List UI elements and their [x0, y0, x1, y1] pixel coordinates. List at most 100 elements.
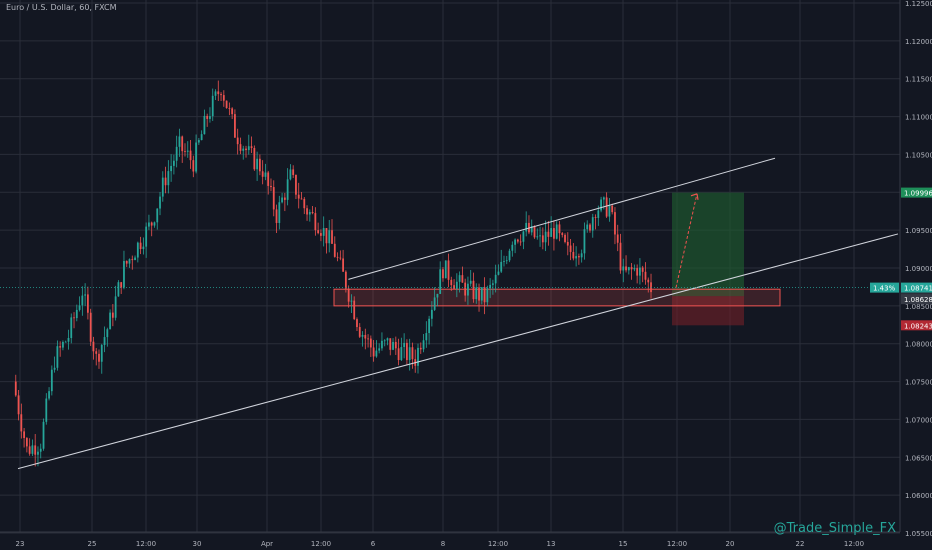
time-axis[interactable]: 23 25 12:00 30 Apr 12:00 6 8 12:00 13 15 12:00 20 22 1…: [0, 531, 900, 548]
candle-body: [439, 269, 442, 294]
percent-badge-bg: [870, 282, 899, 293]
candle-body: [372, 347, 375, 357]
candle-body: [347, 288, 350, 302]
candle-body: [14, 381, 17, 396]
candle-body: [234, 114, 236, 138]
candle-body: [286, 179, 289, 200]
candle-body: [167, 171, 170, 186]
candle-body: [544, 231, 547, 243]
y-tick-label: 1.09000: [905, 265, 932, 273]
candle-body: [486, 288, 489, 303]
candle-body: [353, 300, 356, 320]
x-tick-label: 13: [547, 540, 556, 548]
candle-body: [336, 256, 339, 258]
candle-body: [356, 319, 358, 328]
candle-body: [62, 341, 64, 348]
x-tick-label: 12:00: [844, 540, 864, 548]
candle-body: [422, 340, 425, 350]
candle-body: [200, 134, 203, 141]
candle-body: [633, 268, 636, 270]
candle-body: [419, 347, 422, 350]
candle-body: [511, 244, 514, 251]
candle-body: [256, 158, 259, 170]
candle-body: [67, 338, 70, 342]
candle-body: [297, 194, 300, 199]
candle-body: [519, 241, 522, 243]
candle-body: [447, 260, 450, 280]
candle-body: [467, 283, 469, 296]
y-tick-label: 1.08000: [905, 341, 932, 349]
x-tick-label: 15: [619, 540, 628, 548]
candle-body: [475, 287, 478, 300]
candle-body: [306, 208, 308, 215]
candle-body: [358, 327, 361, 337]
price-axis[interactable]: 1.125001.120001.115001.110001.105001.100…: [899, 0, 932, 550]
candle-body: [247, 146, 250, 151]
y-tick-label: 1.06500: [905, 454, 932, 462]
candle-body: [627, 267, 630, 271]
candle-body: [425, 333, 428, 341]
y-tick-label: 1.11000: [905, 114, 932, 122]
candle-body: [131, 259, 134, 261]
candle-body: [317, 230, 320, 234]
candle-body: [566, 241, 569, 246]
candle-body: [564, 234, 566, 242]
candle-body: [508, 250, 511, 261]
current-price-label-bg: [901, 282, 932, 293]
candle-body: [497, 271, 500, 275]
candle-body: [461, 275, 464, 283]
candle-body: [42, 421, 45, 449]
candle-body: [139, 242, 142, 250]
candle-body: [264, 172, 267, 177]
candle-body: [605, 197, 608, 217]
candle-body: [34, 445, 37, 455]
candle-body: [31, 445, 34, 454]
candle-body: [25, 437, 28, 447]
candle-body: [272, 187, 275, 210]
candle-body: [214, 91, 217, 96]
candle-body: [222, 95, 225, 101]
drawings: [0, 157, 900, 470]
candle-body: [522, 231, 525, 242]
candle-body: [211, 95, 214, 117]
candle-body: [494, 274, 497, 284]
candle-body: [175, 146, 178, 161]
candle-body: [303, 198, 306, 209]
candle-body: [397, 348, 400, 361]
y-tick-label: 1.11500: [905, 76, 932, 84]
y-tick-label: 1.12500: [905, 0, 932, 8]
candle-body: [455, 281, 458, 289]
candle-body: [39, 448, 42, 452]
candle-body: [164, 177, 167, 186]
projection-arrowhead: [690, 193, 699, 200]
candle-body: [120, 282, 123, 288]
candle-body: [270, 185, 272, 188]
candle-body: [561, 233, 564, 235]
candle-body: [220, 94, 222, 96]
target-price-label-bg: [901, 187, 932, 198]
candle-body: [292, 169, 295, 175]
candle-body: [267, 172, 270, 186]
candle-body: [295, 174, 297, 195]
candle-body: [428, 318, 430, 334]
candle-body: [86, 294, 89, 313]
candle-body: [89, 312, 92, 342]
x-tick-label: 30: [193, 540, 202, 548]
lower-channel-line: [17, 233, 899, 470]
candle-body: [389, 338, 392, 350]
candle-body: [472, 280, 475, 300]
candle-body: [156, 208, 159, 223]
candle-body: [611, 205, 614, 213]
candle-body: [23, 431, 25, 438]
candle-body: [572, 251, 575, 259]
candle-body: [436, 293, 439, 298]
candle-body: [64, 341, 67, 343]
candle-body: [178, 136, 181, 147]
candle-body: [583, 229, 586, 254]
candle-body: [602, 197, 605, 200]
candle-body: [483, 287, 486, 303]
candle-body: [505, 260, 508, 262]
candle-body: [103, 337, 106, 345]
